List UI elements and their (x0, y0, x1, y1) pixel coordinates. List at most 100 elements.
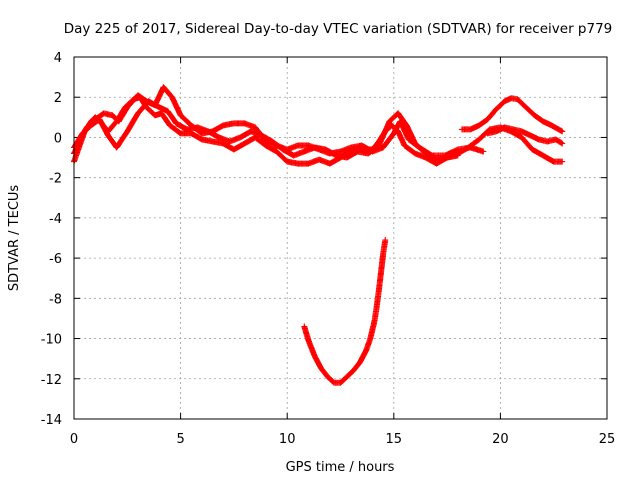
data-point (456, 148, 459, 151)
data-point (531, 148, 534, 151)
data-point (384, 239, 387, 241)
data-point (339, 150, 342, 153)
data-point (552, 160, 555, 163)
data-point (382, 146, 385, 149)
data-point (292, 154, 295, 157)
data-point (307, 144, 310, 147)
series-track-c (71, 98, 461, 163)
data-point (377, 289, 380, 292)
data-point (175, 122, 178, 125)
data-point (339, 381, 342, 384)
series-track-f (301, 237, 389, 386)
data-point (90, 124, 93, 127)
data-point (320, 367, 323, 370)
data-point (260, 134, 263, 137)
data-point (358, 361, 361, 364)
y-tick-label: -2 (49, 172, 62, 187)
y-tick-labels: 4 2 0 -2 -4 -6 -8 -10 -12 -14 (41, 51, 62, 428)
data-point (254, 136, 257, 139)
data-point (324, 148, 327, 151)
data-point (486, 132, 489, 135)
y-tick-label: 2 (54, 91, 62, 106)
data-point (435, 158, 438, 161)
data-point (154, 114, 156, 117)
data-point (352, 369, 355, 372)
data-point (486, 118, 489, 121)
data-point (537, 138, 540, 141)
data-point (388, 120, 391, 123)
data-point (232, 148, 235, 151)
data-point (137, 94, 139, 97)
data-point (318, 158, 321, 161)
series-track-e (484, 124, 566, 147)
data-point (275, 150, 278, 153)
data-point (424, 152, 427, 155)
data-point (158, 106, 161, 109)
data-point (360, 144, 363, 147)
data-point (171, 96, 174, 99)
y-tick-label: 4 (54, 51, 62, 66)
data-point (550, 124, 553, 127)
data-point (414, 142, 417, 145)
data-point (239, 136, 242, 139)
data-point (271, 140, 274, 143)
data-point (375, 305, 378, 308)
data-point (369, 337, 372, 340)
data-point (303, 325, 306, 328)
data-point (162, 86, 165, 89)
data-point (117, 120, 120, 123)
data-point (529, 134, 532, 137)
data-point (407, 138, 410, 141)
data-point (356, 150, 359, 153)
data-point (525, 106, 527, 109)
data-point (377, 144, 380, 147)
data-point (313, 355, 316, 358)
x-tick-label: 15 (386, 432, 403, 447)
data-point (516, 98, 519, 101)
data-point (107, 134, 110, 137)
data-point (397, 112, 400, 115)
data-point (196, 126, 199, 129)
data-point (373, 319, 376, 322)
data-point (365, 349, 368, 352)
data-point (554, 138, 557, 141)
data-point (160, 112, 163, 115)
x-tick-label: 0 (70, 432, 78, 447)
data-point (326, 375, 329, 378)
data-point (335, 154, 338, 157)
y-tick-label: -12 (41, 373, 62, 388)
data-point (520, 136, 523, 139)
data-point (243, 122, 246, 125)
data-point (168, 124, 171, 127)
data-point (561, 160, 564, 163)
x-tick-label: 5 (176, 432, 184, 447)
data-point (561, 142, 564, 145)
data-point (456, 154, 459, 157)
data-point (115, 146, 118, 149)
data-point (232, 122, 235, 125)
data-point (166, 110, 169, 113)
data-point (478, 124, 481, 127)
data-point (461, 128, 463, 131)
data-point (281, 148, 284, 151)
y-tick-label: -10 (41, 333, 62, 348)
data-point (81, 132, 84, 135)
data-point (190, 132, 193, 135)
data-point (503, 126, 506, 129)
x-tick-label: 10 (279, 432, 296, 447)
data-point (367, 152, 370, 155)
data-point (542, 120, 544, 123)
data-point (546, 140, 549, 143)
data-point (482, 150, 485, 153)
data-point (200, 138, 203, 141)
data-point (211, 140, 214, 143)
x-tick-label: 20 (492, 432, 509, 447)
data-point (222, 124, 225, 127)
data-point (286, 160, 289, 163)
data-point (478, 138, 481, 141)
data-point (200, 132, 203, 135)
data-point (218, 136, 220, 139)
x-axis-label: GPS time / hours (286, 460, 395, 475)
